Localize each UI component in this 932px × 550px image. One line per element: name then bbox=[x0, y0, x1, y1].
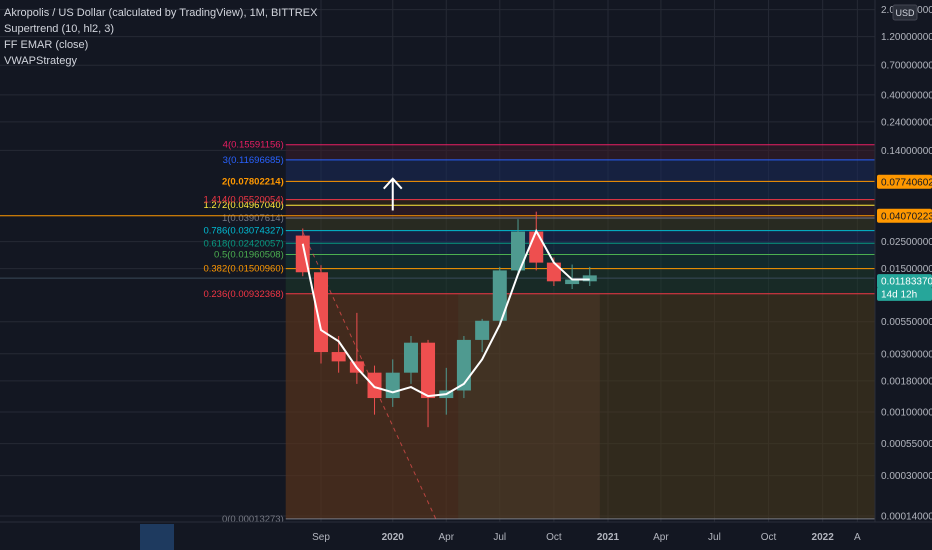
price-axis-tick-label: 0.00550000 bbox=[881, 317, 932, 328]
time-range-highlight bbox=[140, 524, 174, 550]
candle-body bbox=[331, 352, 346, 362]
price-axis-tick-label: 0.00100000 bbox=[881, 407, 932, 418]
fib-band bbox=[285, 254, 875, 269]
price-tag bbox=[877, 174, 932, 189]
fib-band bbox=[285, 159, 875, 182]
time-axis-tick-label: Jul bbox=[708, 532, 721, 543]
price-axis-tick-label: 0.02500000 bbox=[881, 237, 932, 248]
price-tag bbox=[877, 274, 932, 289]
time-axis-tick-label: 2021 bbox=[597, 532, 620, 543]
time-axis-tick-label: 2020 bbox=[382, 532, 405, 543]
fib-level-label: 0(0.00013273) bbox=[222, 514, 284, 525]
candle-body bbox=[367, 372, 382, 399]
time-axis-tick-label: 2022 bbox=[812, 532, 835, 543]
price-axis-tick-label: 0.00055000 bbox=[881, 439, 932, 450]
indicator-vwap-strategy[interactable]: VWAPStrategy bbox=[4, 55, 77, 67]
price-tag-label: 0.07740602 bbox=[881, 177, 932, 188]
time-axis-tick-label: Apr bbox=[438, 532, 454, 543]
symbol-title: Akropolis / US Dollar (calculated by Tra… bbox=[4, 7, 318, 19]
candle-body bbox=[492, 270, 507, 321]
candle-body bbox=[475, 320, 490, 340]
time-axis-tick-label: A bbox=[854, 532, 861, 543]
time-axis-tick-label: Oct bbox=[546, 532, 562, 543]
fib-level-label: 0.236(0.00932368) bbox=[203, 289, 283, 300]
time-axis-tick-label: Sep bbox=[312, 532, 330, 543]
fib-level-label: 1.414(0.05520054) bbox=[203, 195, 283, 206]
price-tag-label: 0.01183370 bbox=[881, 277, 932, 288]
price-axis-tick-label: 1.20000000 bbox=[881, 32, 932, 43]
price-tag bbox=[877, 286, 932, 301]
fib-band bbox=[285, 217, 875, 231]
fib-band bbox=[285, 199, 875, 206]
fib-level-label: 2(0.07802214) bbox=[222, 176, 284, 187]
fib-level-label: 0.5(0.01960508) bbox=[214, 249, 284, 260]
fib-band bbox=[285, 268, 875, 294]
time-axis-tick-label: Oct bbox=[761, 532, 777, 543]
fib-level-label: 1(0.03907614) bbox=[222, 213, 284, 224]
candle-body bbox=[582, 275, 597, 282]
price-axis-tick-label: 0.00014000 bbox=[881, 512, 932, 523]
fib-band bbox=[285, 144, 875, 160]
price-axis-tick-label: 0.00030000 bbox=[881, 471, 932, 482]
price-axis-tick-label: 0.70000000 bbox=[881, 61, 932, 72]
price-axis-tick-label: 0.00300000 bbox=[881, 349, 932, 360]
fib-band bbox=[285, 205, 875, 218]
candle-body bbox=[546, 262, 561, 282]
fib-level-label: 4(0.15591156) bbox=[223, 140, 284, 151]
chart-legend: Akropolis / US Dollar (calculated by Tra… bbox=[4, 5, 317, 69]
fib-band bbox=[285, 181, 875, 200]
candle-body bbox=[385, 372, 400, 399]
candle-body bbox=[565, 279, 580, 285]
candle-body bbox=[421, 342, 436, 399]
ema-line bbox=[301, 228, 590, 398]
fib-band bbox=[285, 230, 875, 244]
fib-level-label: 1.272(0.04967040) bbox=[203, 200, 283, 211]
indicator-supertrend[interactable]: Supertrend (10, hl2, 3) bbox=[4, 23, 115, 35]
price-axis-tick-label: 0.00180000 bbox=[881, 376, 932, 387]
price-axis-tick-label: 0.24000000 bbox=[881, 117, 932, 128]
price-axis-tick-label: 0.01500000 bbox=[881, 264, 932, 275]
price-tag-label: 14d 12h bbox=[881, 289, 917, 300]
time-axis-background bbox=[0, 522, 932, 550]
fib-level-label: 0.382(0.01500960) bbox=[203, 264, 283, 275]
time-axis-tick-label: Apr bbox=[653, 532, 669, 543]
up-arrow-head bbox=[383, 177, 403, 190]
fib-band bbox=[285, 243, 875, 255]
price-axis-tick-label: 0.14000000 bbox=[881, 146, 932, 157]
price-tag-label: 0.04070223 bbox=[881, 211, 932, 222]
time-axis-tick-label: Jul bbox=[493, 532, 506, 543]
trend-line-dashed bbox=[302, 231, 437, 521]
indicator-ff-emar[interactable]: FF EMAR (close) bbox=[4, 39, 89, 51]
currency-label: USD bbox=[895, 8, 915, 18]
price-axis-tick-label: 0.40000000 bbox=[881, 90, 932, 101]
price-tag bbox=[877, 208, 932, 223]
candle-body bbox=[511, 231, 526, 271]
candle-body bbox=[314, 272, 328, 353]
candle-body bbox=[529, 231, 544, 263]
fib-level-label: 3(0.11696685) bbox=[223, 155, 284, 166]
fib-level-label: 0.618(0.02420057) bbox=[203, 238, 283, 249]
fib-level-label: 0.786(0.03074327) bbox=[203, 226, 283, 237]
currency-badge bbox=[892, 4, 918, 21]
candle-body bbox=[403, 342, 418, 373]
